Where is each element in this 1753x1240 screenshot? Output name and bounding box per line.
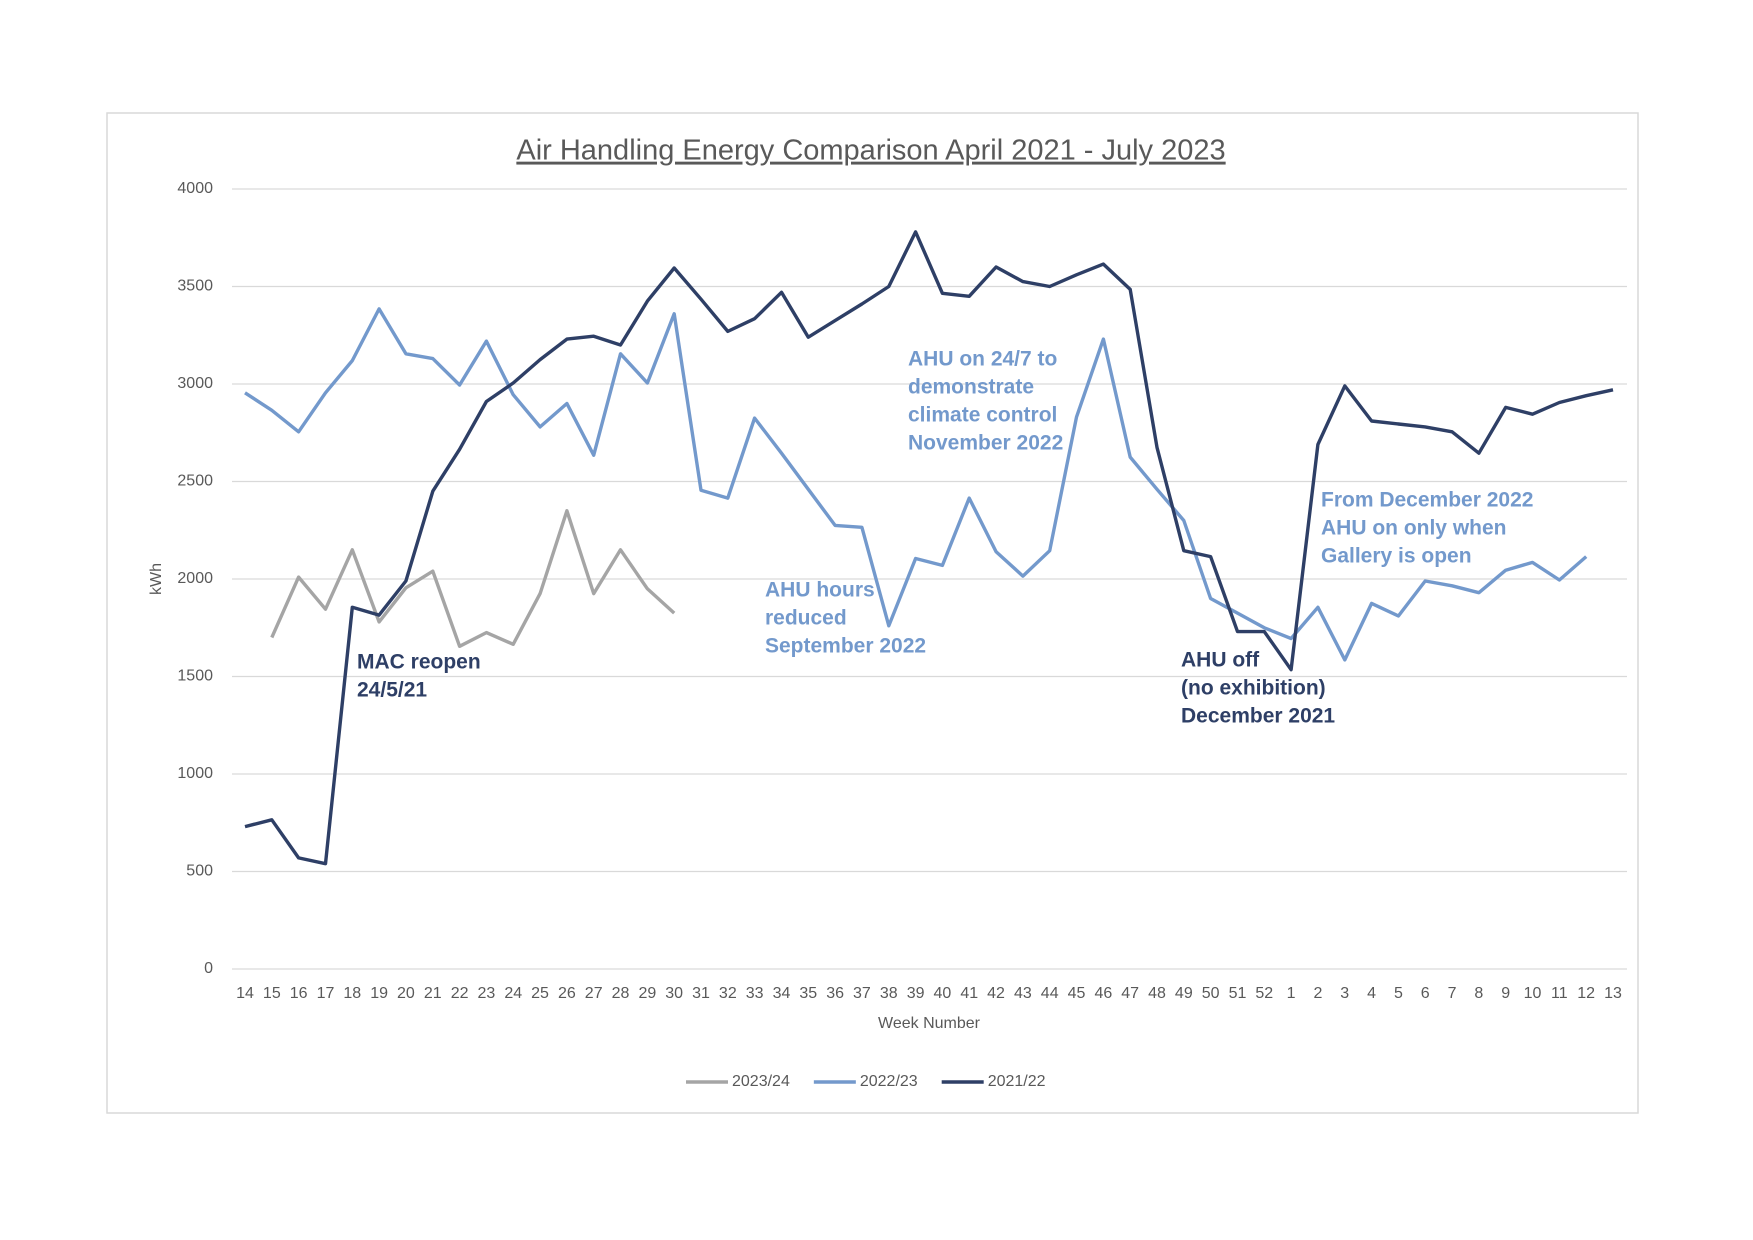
x-tick-label: 27 [585,985,603,1002]
y-tick-label: 3000 [177,375,213,392]
x-tick-label: 9 [1501,985,1510,1002]
legend-label: 2022/23 [860,1073,918,1090]
x-tick-label: 13 [1604,985,1622,1002]
annotation: November 2022 [908,432,1063,455]
x-tick-label: 24 [504,985,522,1002]
y-tick-label: 4000 [177,180,213,197]
x-tick-label: 29 [638,985,656,1002]
x-tick-label: 49 [1175,985,1193,1002]
x-tick-label: 28 [612,985,630,1002]
x-tick-label: 17 [317,985,335,1002]
annotation: From December 2022 [1321,489,1533,512]
x-tick-label: 4 [1367,985,1376,1002]
y-tick-label: 500 [186,863,213,880]
x-tick-label: 21 [424,985,442,1002]
x-tick-label: 40 [934,985,952,1002]
x-tick-label: 20 [397,985,415,1002]
x-tick-label: 39 [907,985,925,1002]
y-axis-title: kWh [148,563,165,595]
legend-label: 2023/24 [732,1073,790,1090]
annotation: demonstrate [908,376,1034,399]
y-tick-label: 2500 [177,473,213,490]
annotation: AHU on 24/7 to [908,348,1057,371]
chart-title: Air Handling Energy Comparison April 202… [516,135,1225,167]
y-tick-label: 1500 [177,668,213,685]
x-tick-label: 30 [665,985,683,1002]
x-tick-label: 15 [263,985,281,1002]
annotation: 24/5/21 [357,679,427,702]
annotation: reduced [765,607,847,630]
chart-frame [106,112,1639,1114]
x-tick-label: 41 [960,985,978,1002]
series-line [244,307,1588,662]
annotation: December 2021 [1181,705,1335,728]
x-tick-label: 8 [1474,985,1483,1002]
x-tick-label: 25 [531,985,549,1002]
legend-label: 2021/22 [988,1073,1046,1090]
x-tick-label: 43 [1014,985,1032,1002]
annotation: Gallery is open [1321,545,1472,568]
x-tick-label: 6 [1421,985,1430,1002]
x-tick-label: 36 [826,985,844,1002]
x-tick-label: 37 [853,985,871,1002]
x-tick-label: 19 [370,985,388,1002]
x-tick-label: 34 [773,985,791,1002]
x-tick-label: 45 [1068,985,1086,1002]
x-tick-label: 2 [1313,985,1322,1002]
y-tick-label: 3500 [177,278,213,295]
x-tick-label: 23 [478,985,496,1002]
x-tick-label: 52 [1255,985,1273,1002]
x-tick-label: 32 [719,985,737,1002]
x-tick-label: 42 [987,985,1005,1002]
x-tick-label: 51 [1229,985,1247,1002]
x-tick-label: 44 [1041,985,1059,1002]
x-tick-label: 33 [746,985,764,1002]
x-tick-label: 50 [1202,985,1220,1002]
annotation: AHU on only when [1321,517,1507,540]
x-axis-title: Week Number [878,1015,981,1032]
x-tick-label: 35 [799,985,817,1002]
x-tick-label: 14 [236,985,254,1002]
x-tick-label: 48 [1148,985,1166,1002]
annotation: AHU hours [765,579,875,602]
y-tick-label: 2000 [177,570,213,587]
annotation: September 2022 [765,635,926,658]
x-tick-label: 3 [1340,985,1349,1002]
annotation: climate control [908,404,1057,427]
series-line [270,509,676,648]
x-tick-label: 1 [1287,985,1296,1002]
x-tick-label: 16 [290,985,308,1002]
x-tick-label: 11 [1551,985,1568,1002]
y-tick-label: 1000 [177,765,213,782]
annotation: MAC reopen [357,651,481,674]
x-tick-label: 10 [1524,985,1542,1002]
annotation: (no exhibition) [1181,677,1326,700]
x-tick-label: 7 [1448,985,1457,1002]
series-line [244,230,1614,866]
x-tick-label: 47 [1121,985,1139,1002]
x-tick-label: 26 [558,985,576,1002]
x-tick-label: 18 [343,985,361,1002]
annotation: AHU off [1181,649,1260,672]
x-tick-label: 46 [1094,985,1112,1002]
y-tick-label: 0 [204,960,213,977]
x-tick-label: 22 [451,985,469,1002]
x-tick-label: 12 [1577,985,1595,1002]
x-tick-label: 5 [1394,985,1403,1002]
x-tick-label: 31 [692,985,710,1002]
x-tick-label: 38 [880,985,898,1002]
